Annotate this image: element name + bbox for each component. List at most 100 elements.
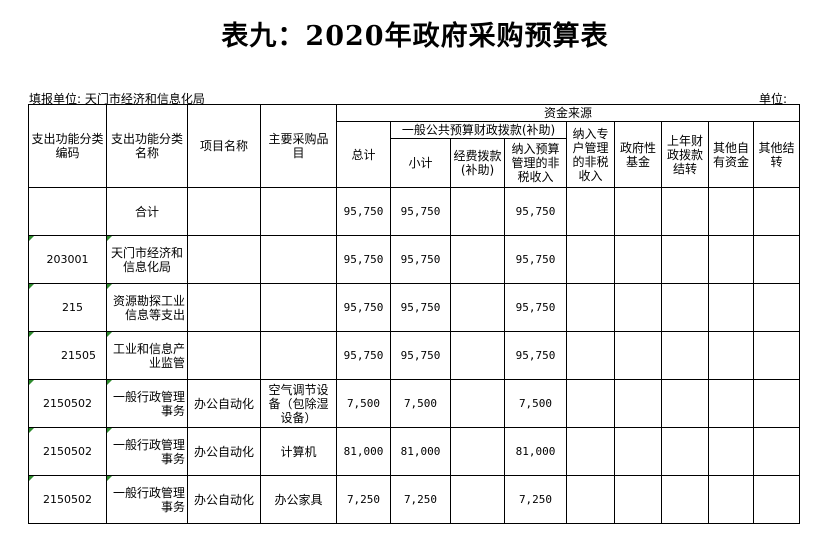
row-other-carry <box>753 379 800 428</box>
row-budget-nontax: 95,750 <box>504 331 567 380</box>
row-special-nontax <box>566 475 615 524</box>
cell-marker-icon <box>29 476 34 481</box>
header-func-name: 支出功能分类名称 <box>106 104 188 188</box>
row-project: 办公自动化 <box>187 379 261 428</box>
row-funds-alloc <box>450 283 505 332</box>
row-funds-alloc <box>450 235 505 284</box>
row-other-carry <box>753 475 800 524</box>
row-total: 95,750 <box>336 331 391 380</box>
row-funds-alloc <box>450 331 505 380</box>
row-total: 95,750 <box>336 235 391 284</box>
cell-marker-icon <box>29 332 34 337</box>
cell-marker-icon <box>107 236 112 241</box>
row-self-funds <box>708 331 754 380</box>
header-funding-source: 资金来源 <box>336 104 800 122</box>
row-subtotal: 95,750 <box>390 235 451 284</box>
header-funds-alloc: 经费拨款(补助) <box>450 138 505 188</box>
table-row: 2150502 一般行政管理事务 办公自动化 空气调节设备（包除湿设备） 7,5… <box>28 379 800 428</box>
procurement-budget-table: 支出功能分类编码 支出功能分类名称 项目名称 主要采购品目 资金来源 总计 一般… <box>28 104 800 524</box>
row-total: 81,000 <box>336 427 391 476</box>
row-purchase-item: 空气调节设备（包除湿设备） <box>260 379 337 428</box>
header-general-budget: 一般公共预算财政拨款(补助) <box>390 121 567 139</box>
header-budget-nontax: 纳入预算管理的非税收入 <box>504 138 567 188</box>
page-title: 表九：2020年政府采购预算表 <box>221 21 609 52</box>
row-other-carry <box>753 427 800 476</box>
row-subtotal: 95,750 <box>390 187 451 236</box>
row-purchase-item: 计算机 <box>260 427 337 476</box>
header-subtotal: 小计 <box>390 138 451 188</box>
row-funds-alloc <box>450 475 505 524</box>
row-func-name: 资源勘探工业信息等支出 <box>106 283 188 332</box>
row-func-name: 合计 <box>106 187 188 236</box>
row-budget-nontax: 7,250 <box>504 475 567 524</box>
row-purchase-item: 办公家具 <box>260 475 337 524</box>
row-purchase-item <box>260 235 337 284</box>
row-project: 办公自动化 <box>187 427 261 476</box>
row-project <box>187 331 261 380</box>
row-total: 95,750 <box>336 187 391 236</box>
row-prev-year <box>661 427 709 476</box>
row-code: 2150502 <box>28 379 107 428</box>
row-funds-alloc <box>450 427 505 476</box>
row-subtotal: 7,500 <box>390 379 451 428</box>
row-code: 203001 <box>28 235 107 284</box>
currency-unit: 单位: <box>759 92 788 106</box>
row-self-funds <box>708 427 754 476</box>
row-prev-year <box>661 283 709 332</box>
row-budget-nontax: 7,500 <box>504 379 567 428</box>
row-self-funds <box>708 187 754 236</box>
row-code: 2150502 <box>28 427 107 476</box>
header-total: 总计 <box>336 121 391 188</box>
row-subtotal: 81,000 <box>390 427 451 476</box>
row-total: 7,250 <box>336 475 391 524</box>
row-purchase-item <box>260 187 337 236</box>
row-project <box>187 235 261 284</box>
row-self-funds <box>708 475 754 524</box>
table-row: 2150502 一般行政管理事务 办公自动化 办公家具 7,250 7,250 … <box>28 475 800 524</box>
row-self-funds <box>708 283 754 332</box>
header-self-funds: 其他自有资金 <box>708 121 754 188</box>
row-other-carry <box>753 331 800 380</box>
table-row: 2150502 一般行政管理事务 办公自动化 计算机 81,000 81,000… <box>28 427 800 476</box>
header-prev-year: 上年财政拨款结转 <box>661 121 709 188</box>
row-purchase-item <box>260 283 337 332</box>
row-total: 95,750 <box>336 283 391 332</box>
row-special-nontax <box>566 187 615 236</box>
row-func-name: 一般行政管理事务 <box>106 427 188 476</box>
header-project: 项目名称 <box>187 104 261 188</box>
header-gov-fund: 政府性基金 <box>614 121 662 188</box>
cell-marker-icon <box>107 380 112 385</box>
reporting-unit: 填报单位: 天门市经济和信息化局 <box>29 92 205 106</box>
row-subtotal: 95,750 <box>390 331 451 380</box>
row-project: 办公自动化 <box>187 475 261 524</box>
row-self-funds <box>708 235 754 284</box>
cell-marker-icon <box>107 332 112 337</box>
row-code: 21505 <box>28 331 107 380</box>
row-prev-year <box>661 379 709 428</box>
table-row: 21505 工业和信息产业监管 95,750 95,750 95,750 <box>28 331 800 380</box>
header-other-carry: 其他结转 <box>753 121 800 188</box>
row-func-name: 一般行政管理事务 <box>106 475 188 524</box>
row-other-carry <box>753 187 800 236</box>
row-special-nontax <box>566 379 615 428</box>
row-prev-year <box>661 235 709 284</box>
row-self-funds <box>708 379 754 428</box>
row-func-name: 天门市经济和信息化局 <box>106 235 188 284</box>
row-project <box>187 283 261 332</box>
row-special-nontax <box>566 427 615 476</box>
row-purchase-item <box>260 331 337 380</box>
row-subtotal: 95,750 <box>390 283 451 332</box>
row-project <box>187 187 261 236</box>
row-subtotal: 7,250 <box>390 475 451 524</box>
row-special-nontax <box>566 283 615 332</box>
row-gov-fund <box>614 187 662 236</box>
row-total: 7,500 <box>336 379 391 428</box>
row-code <box>28 187 107 236</box>
row-func-name: 工业和信息产业监管 <box>106 331 188 380</box>
cell-marker-icon <box>107 428 112 433</box>
header-special-nontax: 纳入专户管理的非税收入 <box>566 121 615 188</box>
cell-marker-icon <box>107 284 112 289</box>
cell-marker-icon <box>29 236 34 241</box>
row-gov-fund <box>614 283 662 332</box>
header-code: 支出功能分类编码 <box>28 104 107 188</box>
